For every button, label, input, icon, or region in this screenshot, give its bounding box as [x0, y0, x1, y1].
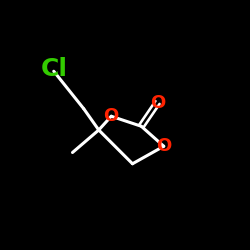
Text: O: O: [150, 94, 165, 112]
Text: O: O: [156, 137, 172, 155]
Text: Cl: Cl: [40, 57, 67, 81]
Text: O: O: [104, 107, 119, 125]
